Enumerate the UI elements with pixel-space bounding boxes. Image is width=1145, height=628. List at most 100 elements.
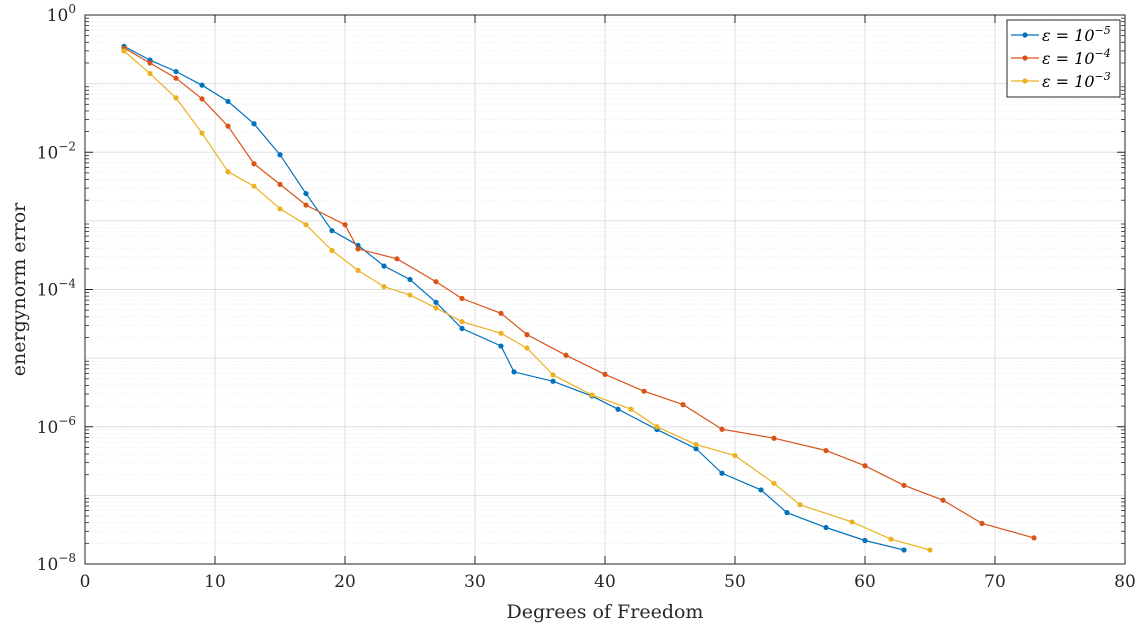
y-tick-label: 10−6 (37, 414, 76, 438)
series-2 (121, 48, 933, 553)
data-point (680, 402, 686, 408)
x-tick-label: 80 (1114, 572, 1136, 592)
data-point (121, 48, 127, 54)
data-point (784, 510, 790, 516)
legend: ε = 10−5ε = 10−4ε = 10−3 (1006, 19, 1121, 98)
data-point (1031, 535, 1037, 541)
data-point (862, 537, 868, 544)
data-point (251, 183, 257, 189)
data-point (407, 276, 413, 283)
data-point (654, 424, 660, 430)
y-tick-label-exponent: −2 (58, 139, 76, 153)
data-point (602, 371, 608, 377)
legend-label-exponent: −4 (1095, 47, 1111, 60)
data-point (173, 95, 179, 101)
x-tick-label: 10 (204, 572, 226, 592)
y-axis-label: energynorm error (8, 202, 30, 376)
data-point (758, 487, 764, 493)
data-point (550, 372, 556, 378)
data-point (628, 406, 634, 412)
data-point (342, 222, 348, 228)
data-point (719, 426, 725, 432)
legend-marker (1022, 78, 1028, 84)
data-point (459, 295, 465, 302)
data-point (407, 292, 413, 298)
data-point (433, 299, 439, 305)
data-point (381, 284, 387, 290)
y-tick-label: 10−8 (37, 551, 76, 575)
data-point (940, 497, 946, 503)
data-point (550, 378, 556, 384)
y-tick-label: 100 (47, 2, 76, 26)
legend-label-base: ε = 10 (1042, 26, 1095, 45)
data-point (355, 246, 361, 252)
y-tick-label: 10−2 (37, 139, 76, 163)
data-point (199, 96, 205, 102)
data-point (199, 82, 205, 88)
legend-item: ε = 10−4 (1011, 47, 1111, 68)
data-point (719, 470, 725, 476)
data-point (732, 452, 738, 459)
data-point (173, 68, 179, 75)
data-point (901, 482, 907, 488)
x-tick-label: 60 (854, 572, 876, 592)
data-point (498, 310, 504, 316)
legend-label-exponent: −3 (1095, 70, 1111, 83)
data-point (927, 547, 933, 553)
x-axis-label: Degrees of Freedom (507, 601, 704, 623)
data-point (303, 202, 309, 208)
x-tick-labels: 0 10 20 30 40 50 60 70 80 (80, 572, 1136, 592)
data-point (394, 256, 400, 262)
legend-marker (1022, 32, 1028, 38)
x-tick-label: 50 (724, 572, 746, 592)
data-point (498, 330, 504, 336)
series-layer (121, 43, 1037, 553)
data-point (381, 263, 387, 269)
x-tick-label: 40 (594, 572, 616, 592)
series-1 (121, 45, 1037, 541)
data-point (251, 161, 257, 167)
data-point (771, 435, 777, 441)
legend-label-base: ε = 10 (1042, 72, 1095, 91)
data-point (498, 343, 504, 349)
axis-ticks (84, 14, 1126, 565)
legend-item: ε = 10−5 (1011, 24, 1111, 45)
data-point (771, 480, 777, 486)
data-point (173, 75, 179, 81)
x-tick-label: 20 (334, 572, 356, 592)
data-point (888, 536, 894, 542)
legend-label: ε = 10−3 (1042, 70, 1111, 91)
y-tick-label-exponent: −6 (58, 414, 76, 428)
legend-label-base: ε = 10 (1042, 49, 1095, 68)
data-point (459, 319, 465, 325)
data-point (979, 520, 985, 527)
y-tick-label-base: 10 (37, 281, 59, 301)
data-point (641, 388, 647, 394)
legend-label: ε = 10−5 (1042, 24, 1111, 45)
y-tick-label-exponent: 0 (68, 2, 76, 16)
y-tick-label-base: 10 (47, 6, 69, 26)
data-point (277, 206, 283, 212)
data-point (225, 123, 231, 129)
data-point (329, 228, 335, 234)
data-point (849, 519, 855, 525)
data-point (563, 352, 569, 358)
data-point (524, 345, 530, 351)
data-point (355, 267, 361, 273)
legend-label-exponent: −5 (1095, 24, 1111, 37)
series-0 (121, 43, 907, 553)
data-point (511, 369, 517, 375)
data-point (251, 121, 257, 127)
data-point (823, 524, 829, 531)
x-tick-label: 70 (984, 572, 1006, 592)
data-point (459, 325, 465, 332)
data-point (277, 152, 283, 158)
data-point (277, 181, 283, 188)
data-point (303, 190, 309, 197)
data-point (862, 463, 868, 469)
data-point (225, 98, 231, 105)
legend-item: ε = 10−3 (1011, 70, 1111, 91)
data-point (433, 279, 439, 285)
